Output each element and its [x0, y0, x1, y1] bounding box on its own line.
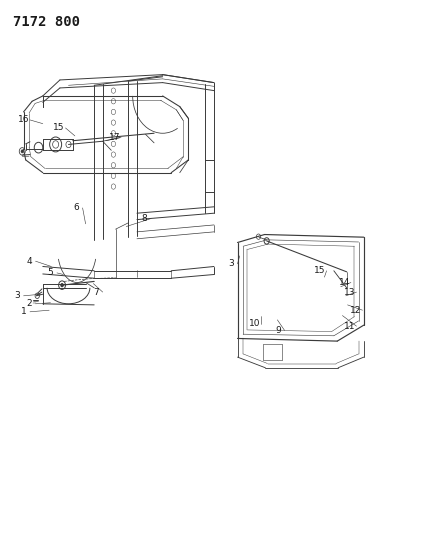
Text: 6: 6: [73, 204, 79, 212]
Text: 7: 7: [93, 288, 99, 296]
Text: 1: 1: [21, 308, 27, 316]
Text: 16: 16: [18, 116, 29, 124]
Text: 15: 15: [54, 124, 65, 132]
Circle shape: [61, 284, 63, 287]
Text: 9: 9: [275, 326, 281, 335]
Text: 13: 13: [345, 288, 356, 296]
Text: 3: 3: [14, 292, 20, 300]
Text: 15: 15: [315, 266, 326, 275]
Text: 2: 2: [26, 300, 32, 308]
Text: 7172 800: 7172 800: [13, 15, 80, 29]
Text: 11: 11: [345, 322, 356, 330]
Text: 10: 10: [249, 319, 260, 328]
Circle shape: [21, 150, 24, 153]
Text: 8: 8: [142, 214, 148, 223]
Text: 17: 17: [109, 133, 120, 142]
Text: 12: 12: [351, 306, 362, 314]
Text: 5: 5: [48, 269, 54, 277]
Text: 14: 14: [339, 278, 350, 287]
Text: 3: 3: [228, 260, 234, 268]
Text: 4: 4: [26, 257, 32, 265]
